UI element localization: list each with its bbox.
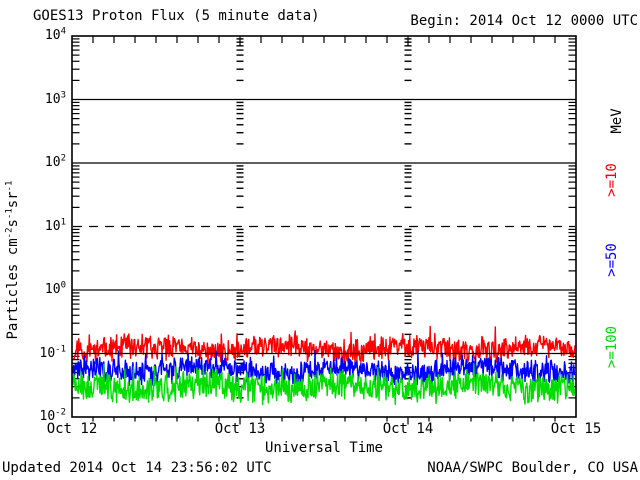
begin-time-annotation: Begin: 2014 Oct 12 0000 UTC bbox=[410, 13, 638, 29]
updated-timestamp: Updated 2014 Oct 14 23:56:02 UTC bbox=[2, 460, 272, 476]
x-tick-label: Oct 14 bbox=[382, 421, 434, 437]
x-tick-label: Oct 12 bbox=[46, 421, 98, 437]
y-tick-label: 104 bbox=[44, 26, 66, 43]
y-tick-label: 101 bbox=[44, 217, 66, 234]
y-tick-label: 100 bbox=[44, 280, 66, 297]
y-tick-label: 103 bbox=[44, 90, 66, 107]
chart-title: GOES13 Proton Flux (5 minute data) bbox=[33, 8, 320, 24]
series-label-ge100: >=100 bbox=[604, 325, 620, 369]
source-attribution: NOAA/SWPC Boulder, CO USA bbox=[427, 460, 638, 476]
y-tick-label: 102 bbox=[44, 153, 66, 170]
x-tick-label: Oct 15 bbox=[550, 421, 602, 437]
y-tick-label: 10-2 bbox=[39, 407, 67, 424]
x-tick-label: Oct 13 bbox=[214, 421, 266, 437]
x-axis-title: Universal Time bbox=[264, 440, 383, 456]
y-tick-label: 10-1 bbox=[39, 344, 67, 361]
